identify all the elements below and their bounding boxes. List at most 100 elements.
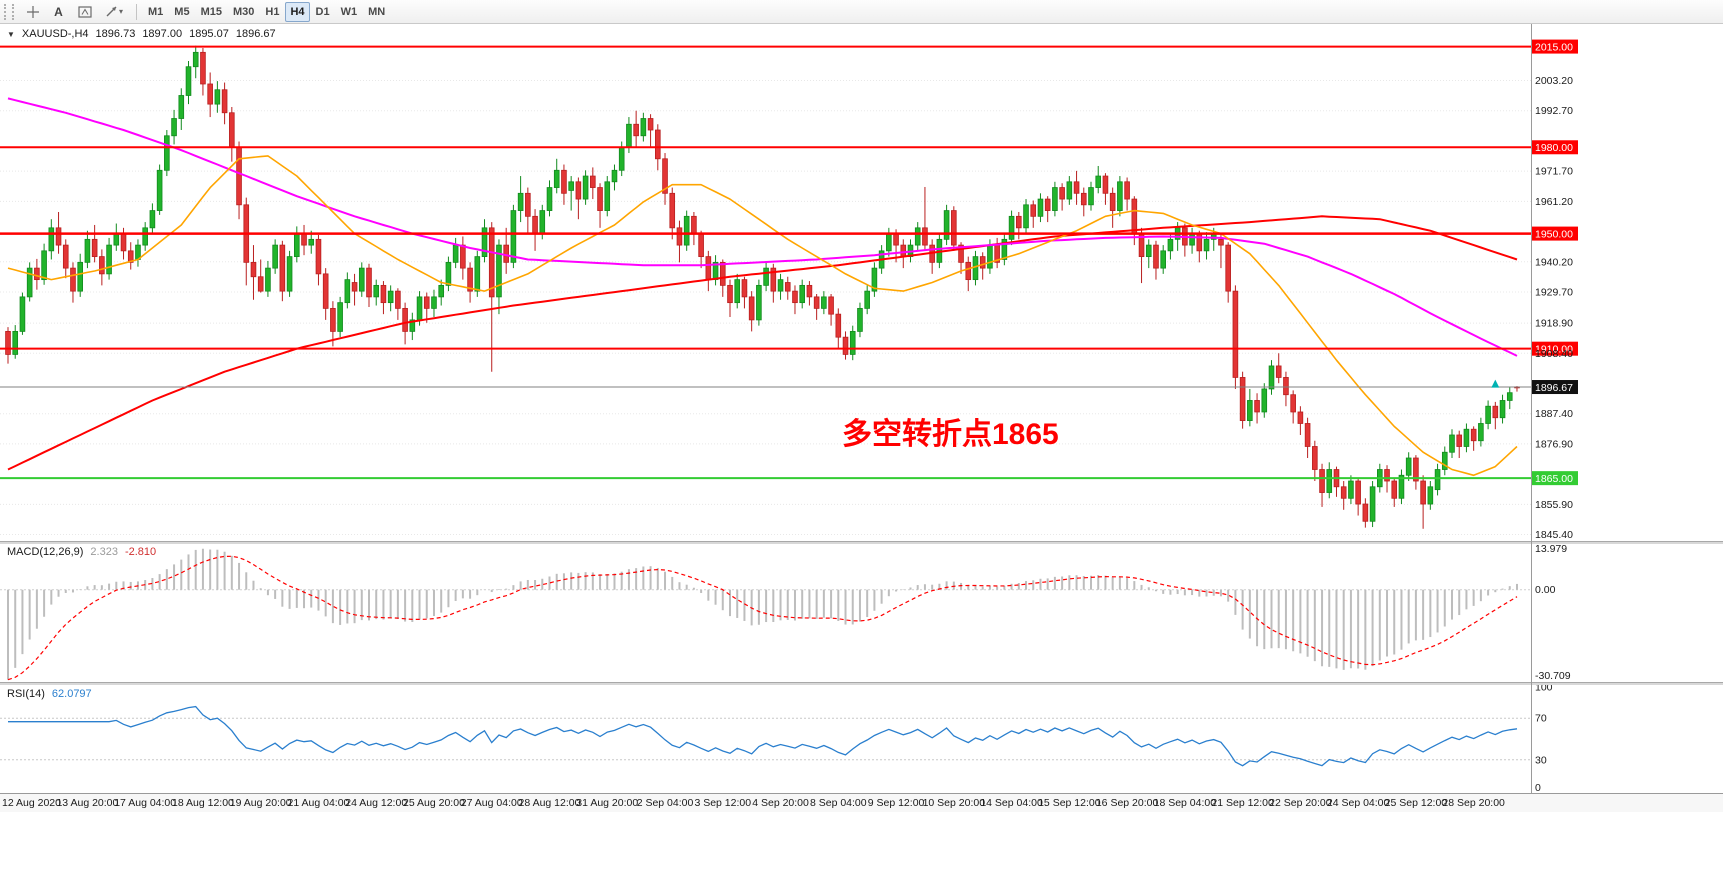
candle-body [1405, 457, 1412, 476]
candle-body [987, 244, 993, 269]
candle-body [1499, 400, 1506, 419]
candle [192, 45, 199, 79]
candle [62, 239, 69, 279]
timeframe-button-W1[interactable]: W1 [340, 5, 358, 18]
timeframe-button-MN[interactable]: MN [368, 5, 386, 18]
time-tick-label: 3 Sep 12:00 [694, 797, 751, 809]
price-tick-label: 1876.90 [1535, 438, 1573, 450]
current-price-badge-label: 1896.67 [1535, 382, 1573, 394]
candle-body [676, 227, 683, 246]
line-studies-button[interactable]: ▾ [98, 1, 130, 23]
time-axis[interactable] [0, 793, 1723, 812]
chart-dropdown-icon[interactable]: ▼ [7, 29, 15, 39]
candle [1232, 285, 1239, 389]
time-tick-label: 18 Aug 12:00 [172, 797, 234, 809]
candle [842, 331, 849, 360]
candle [1449, 429, 1455, 459]
candle-body [1225, 244, 1231, 292]
candle-body [1247, 400, 1253, 422]
candle [344, 272, 351, 309]
candle [1427, 481, 1434, 510]
price-marker-arrow-icon [1491, 379, 1500, 388]
timeframe-button-M5[interactable]: M5 [174, 5, 190, 18]
timeframe-button-H4[interactable]: H4 [285, 1, 310, 22]
candle [727, 279, 733, 318]
candle [640, 112, 647, 142]
candle [1319, 463, 1325, 507]
candle [662, 153, 668, 205]
candle-body [972, 256, 979, 281]
time-tick-label: 25 Aug 20:00 [403, 797, 465, 809]
crosshair-button[interactable] [20, 1, 45, 23]
candle [221, 82, 228, 125]
candle-body [683, 215, 690, 246]
candle [1001, 233, 1008, 266]
timeframe-button-H1[interactable]: H1 [265, 5, 280, 18]
candle [1275, 353, 1282, 384]
ma-medium-line [7, 97, 1518, 357]
candle [799, 279, 805, 309]
candle-body [943, 210, 950, 240]
candle-body [864, 290, 870, 309]
candle-body [784, 282, 791, 292]
candle [517, 176, 524, 223]
timeframe-button-M15[interactable]: M15 [200, 5, 222, 18]
rsi-panel-splitter[interactable] [0, 682, 1723, 685]
toolbar-grip-handle[interactable] [4, 3, 14, 20]
candle-body [1391, 480, 1398, 499]
chart-text-annotation[interactable]: 多空转折点1865 [842, 418, 1059, 451]
candle [1434, 463, 1441, 496]
candle-body [849, 331, 856, 355]
candle-body [1044, 198, 1051, 211]
candle-body [1268, 365, 1275, 390]
candle [1239, 371, 1246, 429]
timeframe-button-M1[interactable]: M1 [148, 5, 164, 18]
timeframe-group: M1 M5 M15 M30 H1 H4 D1 W1 MN [143, 1, 390, 22]
candle-body [1384, 469, 1390, 482]
candle-body [691, 215, 697, 234]
candle [1340, 481, 1347, 510]
timeframe-button-D1[interactable]: D1 [315, 5, 330, 18]
candle-body [142, 227, 148, 246]
candle-body [19, 296, 26, 332]
candle [1398, 469, 1405, 505]
candle-body [416, 296, 423, 321]
timeframe-button-M30[interactable]: M30 [232, 5, 255, 18]
chart-plot-area[interactable] [0, 24, 1531, 793]
time-tick-label: 2 Sep 04:00 [637, 797, 694, 809]
chart-canvas[interactable]: 2015.00 1980.00 1950.00 1910.00 1865.00 1896.… [0, 24, 1723, 812]
candle-body [467, 267, 473, 292]
text-tool-button[interactable]: A [46, 1, 71, 23]
candle-body [777, 279, 784, 292]
candle-body [257, 276, 264, 292]
candle-body [12, 331, 19, 355]
candle [373, 279, 380, 306]
candle [1304, 417, 1311, 459]
candle [423, 292, 430, 323]
candle-body [828, 296, 834, 315]
candle-body [1449, 434, 1455, 453]
candle-body [380, 284, 387, 304]
candle [1485, 400, 1491, 430]
macd-indicator-label: MACD(12,26,9) 2.323 -2.810 [7, 546, 156, 558]
candle-body [770, 267, 777, 292]
candle-body [1413, 457, 1419, 482]
candle-body [568, 181, 574, 191]
text-label-tool-button[interactable] [72, 1, 97, 23]
candle [864, 285, 870, 315]
macd-panel-splitter[interactable] [0, 541, 1723, 544]
candle [943, 204, 950, 246]
candle-body [979, 256, 986, 269]
time-tick-label: 25 Sep 12:00 [1385, 797, 1448, 809]
candle-body [597, 187, 603, 211]
candle-body [26, 267, 33, 298]
candle-body [813, 296, 820, 309]
candle [1059, 183, 1065, 211]
candle-body [886, 233, 892, 252]
candle [1080, 187, 1087, 217]
candle-body [1008, 215, 1015, 240]
candle [286, 250, 293, 297]
candle [1405, 452, 1412, 482]
candle [770, 263, 777, 303]
candle [756, 279, 762, 326]
